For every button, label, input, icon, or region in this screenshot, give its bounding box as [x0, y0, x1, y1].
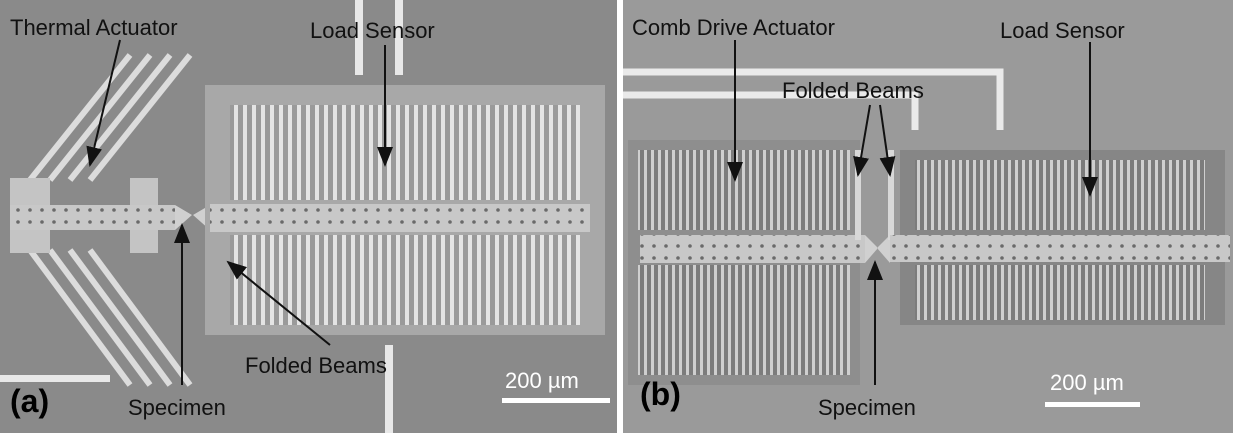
scale-label: 200 µm — [505, 368, 579, 393]
comb-fingers — [638, 150, 850, 230]
sensor-shuttle — [890, 235, 1230, 262]
comb-fingers — [638, 265, 850, 375]
annotation: Folded Beams — [782, 78, 924, 103]
scale-label: 200 µm — [1050, 370, 1124, 395]
panel-label: (a) — [10, 383, 49, 419]
scale-bar — [1045, 402, 1140, 407]
annotation: Load Sensor — [1000, 18, 1125, 43]
panel-b: Comb Drive Actuator Folded Beams Load Se… — [623, 0, 1233, 433]
lead — [0, 375, 110, 382]
sensor-beams — [230, 105, 580, 200]
shuttle — [10, 205, 175, 230]
annotation: Specimen — [128, 395, 226, 420]
annotation: Folded Beams — [245, 353, 387, 378]
sensor-shuttle — [210, 204, 590, 232]
annotation: Load Sensor — [310, 18, 435, 43]
annotation: Specimen — [818, 395, 916, 420]
annotation: Thermal Actuator — [10, 15, 178, 40]
panel-a: Thermal Actuator Load Sensor Folded Beam… — [0, 0, 617, 433]
sensor-beams — [230, 235, 580, 325]
scale-bar — [502, 398, 610, 403]
shuttle — [640, 235, 865, 263]
sensor-beams — [915, 160, 1205, 230]
annotation: Comb Drive Actuator — [632, 15, 835, 40]
sensor-beams — [915, 265, 1205, 320]
figure: Thermal Actuator Load Sensor Folded Beam… — [0, 0, 1233, 433]
panel-label: (b) — [640, 376, 681, 412]
